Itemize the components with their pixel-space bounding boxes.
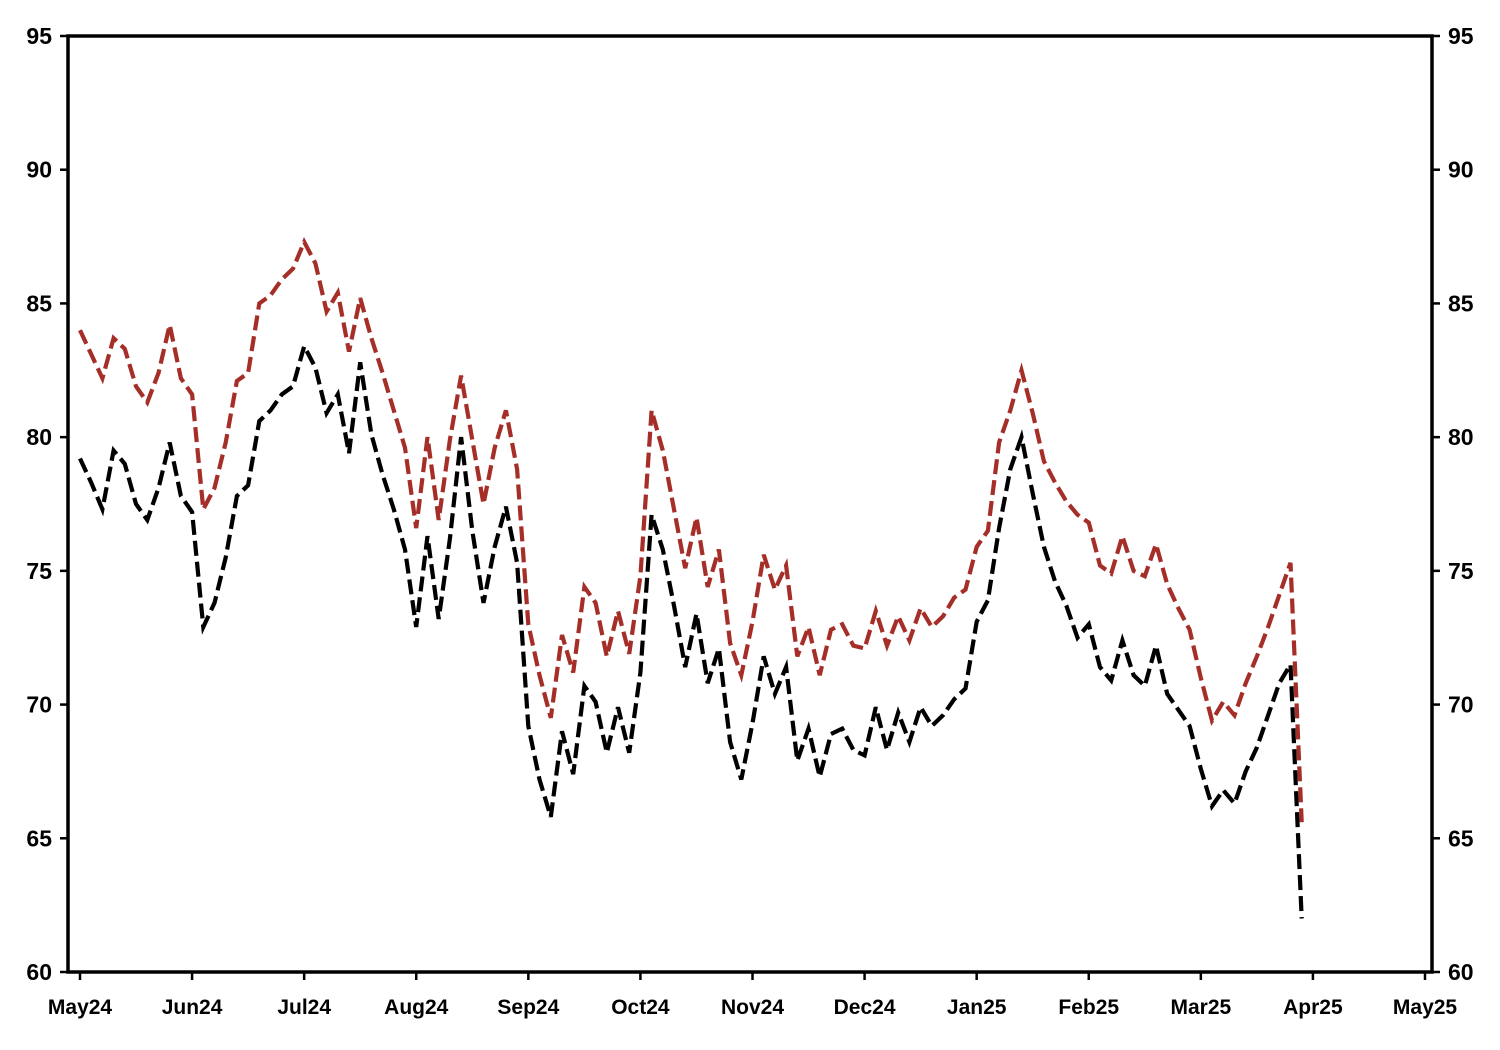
y-axis-label-right-70: 70 [1448, 692, 1474, 718]
x-axis-label-Oct24: Oct24 [611, 996, 670, 1019]
y-axis-label-left-95: 95 [26, 23, 52, 49]
y-axis-label-left-85: 85 [26, 290, 52, 316]
y-axis-label-right-65: 65 [1448, 825, 1474, 851]
x-axis-label-Jan25: Jan25 [947, 996, 1007, 1019]
x-axis-label-Feb25: Feb25 [1058, 996, 1119, 1019]
x-axis-label-Aug24: Aug24 [384, 996, 449, 1019]
y-axis-label-right-60: 60 [1448, 959, 1474, 985]
x-axis-label-Jul24: Jul24 [277, 996, 331, 1019]
y-axis-label-left-90: 90 [26, 157, 52, 183]
y-axis-label-right-95: 95 [1448, 23, 1474, 49]
x-axis-label-Nov24: Nov24 [721, 996, 784, 1019]
x-axis-label-May25: May25 [1393, 996, 1458, 1019]
y-axis-label-left-65: 65 [26, 825, 52, 851]
x-axis-label-Apr25: Apr25 [1283, 996, 1343, 1019]
x-axis-label-May24: May24 [48, 996, 113, 1019]
y-axis-label-right-75: 75 [1448, 558, 1474, 584]
y-axis-label-right-85: 85 [1448, 290, 1474, 316]
y-axis-label-right-80: 80 [1448, 424, 1474, 450]
x-axis-label-Mar25: Mar25 [1170, 996, 1231, 1019]
y-axis-label-left-60: 60 [26, 959, 52, 985]
x-axis-label-Dec24: Dec24 [834, 996, 896, 1019]
lower-black-series-line [78, 340, 1304, 919]
y-axis-label-right-90: 90 [1448, 157, 1474, 183]
y-axis-label-left-70: 70 [26, 692, 52, 718]
plot-frame [66, 34, 1434, 974]
x-axis-label-Sep24: Sep24 [497, 996, 559, 1019]
y-axis-label-left-80: 80 [26, 424, 52, 450]
y-axis-label-left-75: 75 [26, 558, 52, 584]
x-axis-label-Jun24: Jun24 [162, 996, 223, 1019]
upper-red-series-line [78, 236, 1304, 823]
